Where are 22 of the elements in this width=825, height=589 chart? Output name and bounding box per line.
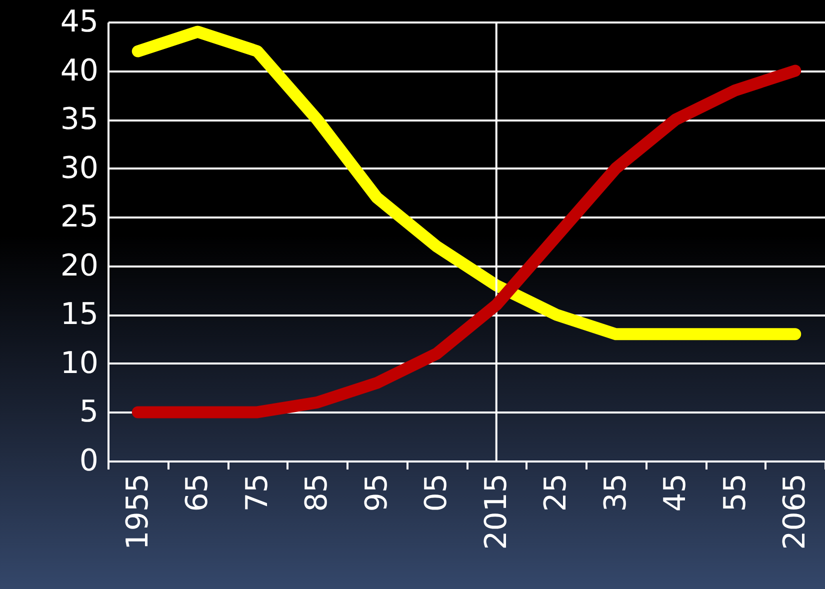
y-tick-label: 45 xyxy=(60,4,98,40)
x-tick-label: 65 xyxy=(180,474,216,512)
x-tick-label: 55 xyxy=(718,474,753,512)
y-tick-label: 15 xyxy=(60,297,98,332)
x-tick-label: 2065 xyxy=(778,474,813,550)
y-tick-label: 10 xyxy=(60,346,98,381)
y-tick-label: 5 xyxy=(79,394,98,430)
x-tick-label: 35 xyxy=(598,474,634,512)
x-tick-label: 95 xyxy=(359,474,394,512)
x-tick-label: 25 xyxy=(538,474,574,512)
y-tick-label: 0 xyxy=(79,444,98,478)
y-tick-label: 40 xyxy=(60,53,98,88)
y-tick-label: 20 xyxy=(60,248,98,284)
x-tick-label: 1955 xyxy=(120,474,156,550)
y-tick-label: 25 xyxy=(60,200,98,235)
x-tick-label: 85 xyxy=(300,474,335,512)
x-tick-label: 45 xyxy=(658,474,694,512)
x-tick-label: 05 xyxy=(419,474,454,512)
x-tick-label: 2015 xyxy=(478,474,514,550)
x-tick-label: 75 xyxy=(240,474,275,512)
y-tick-label: 35 xyxy=(60,102,98,138)
y-tick-label: 30 xyxy=(60,150,98,186)
